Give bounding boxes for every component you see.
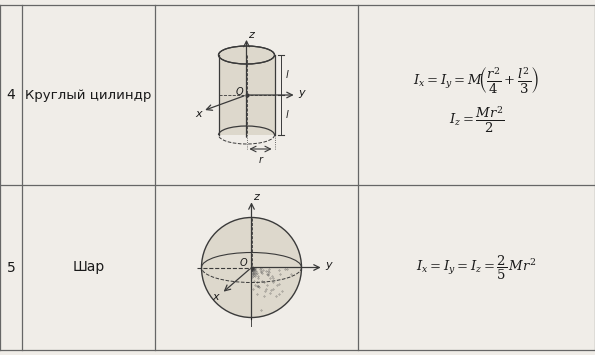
Text: x: x <box>212 292 220 302</box>
Text: r: r <box>258 155 262 165</box>
Ellipse shape <box>218 46 274 64</box>
Text: z: z <box>253 192 259 202</box>
Text: $I_x = I_y = I_z = \dfrac{2}{5}\,Mr^2$: $I_x = I_y = I_z = \dfrac{2}{5}\,Mr^2$ <box>416 253 537 282</box>
Text: O: O <box>236 87 243 97</box>
Text: O: O <box>240 258 248 268</box>
Text: y: y <box>299 88 305 98</box>
Text: $I_x = I_y = M\!\left(\dfrac{r^2}{4} + \dfrac{l^2}{3}\right)$: $I_x = I_y = M\!\left(\dfrac{r^2}{4} + \… <box>414 66 540 96</box>
Text: l: l <box>286 110 288 120</box>
Text: Шар: Шар <box>73 261 105 274</box>
Text: z: z <box>249 30 255 40</box>
Text: Круглый цилиндр: Круглый цилиндр <box>26 88 152 102</box>
Text: x: x <box>195 109 202 119</box>
Text: y: y <box>325 261 332 271</box>
FancyBboxPatch shape <box>218 55 274 135</box>
Circle shape <box>202 218 302 317</box>
Text: |: | <box>250 318 253 327</box>
Text: l: l <box>286 70 288 80</box>
Text: 4: 4 <box>7 88 15 102</box>
Text: 5: 5 <box>7 261 15 274</box>
Text: $I_z = \dfrac{Mr^2}{2}$: $I_z = \dfrac{Mr^2}{2}$ <box>449 105 505 135</box>
